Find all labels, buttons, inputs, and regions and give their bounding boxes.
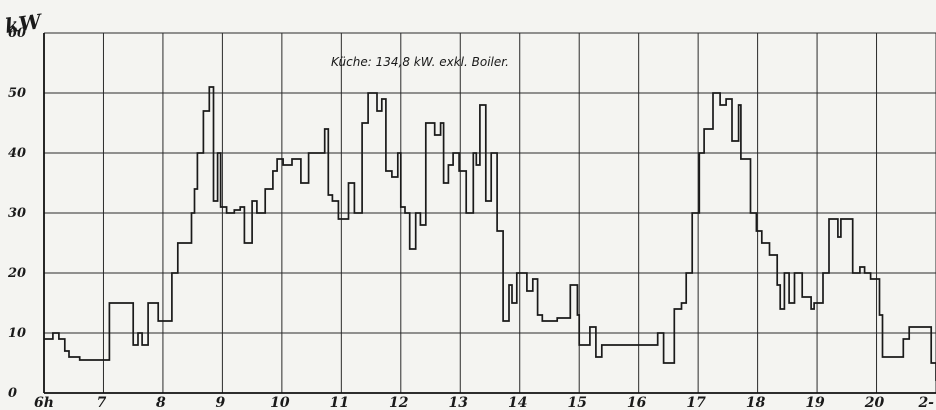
x-tick-label: 14 (508, 395, 527, 410)
series-step-line (44, 86, 936, 381)
chart-annotation: Küche: 134,8 kW. exkl. Boiler. (331, 55, 509, 69)
y-tick-label: 40 (8, 146, 26, 161)
y-tick-label: 10 (8, 326, 26, 341)
x-tick-label: 17 (686, 395, 706, 410)
y-tick-label: 50 (8, 86, 26, 101)
x-tick-label: 2- (917, 395, 934, 410)
x-tick-labels: 6h 7 8 9 10 11 12 13 14 15 16 17 18 19 20 2- (34, 395, 934, 410)
x-tick-label: 11 (330, 395, 349, 410)
y-tick-label: 60 (8, 26, 26, 41)
x-tick-label: 12 (389, 395, 409, 410)
x-tick-label: 6h (34, 395, 54, 410)
series (44, 86, 936, 381)
x-tick-label: 10 (270, 395, 290, 410)
x-tick-label: 9 (216, 395, 226, 410)
y-tick-label: 0 (8, 386, 17, 401)
x-tick-label: 20 (864, 395, 885, 410)
y-tick-labels: 0 10 20 30 40 50 60 (7, 26, 26, 401)
grid (43, 32, 936, 394)
y-tick-label: 20 (7, 266, 26, 281)
x-tick-label: 15 (567, 395, 586, 410)
x-tick-label: 18 (746, 395, 766, 410)
y-axis-unit-label: kW (3, 9, 45, 38)
x-tick-label: 13 (449, 395, 469, 410)
y-tick-label: 30 (8, 206, 26, 221)
x-tick-label: 8 (156, 395, 166, 410)
x-tick-label: 16 (627, 395, 647, 410)
x-tick-label: 7 (97, 395, 107, 410)
x-tick-label: 19 (805, 395, 825, 410)
axes (43, 33, 936, 394)
